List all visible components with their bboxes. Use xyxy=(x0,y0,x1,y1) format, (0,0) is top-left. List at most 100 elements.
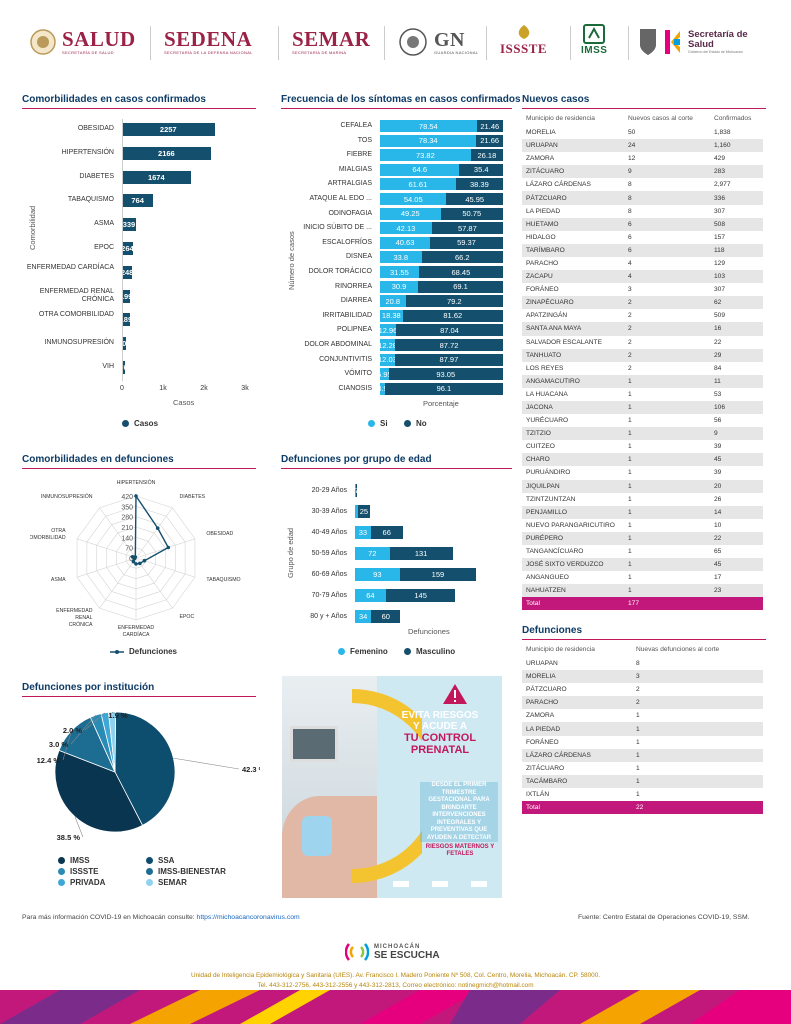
table-cell: PÁTZCUARO xyxy=(522,191,624,205)
bar-no: 57.87 xyxy=(431,222,503,235)
table-row: PENJAMILLO 1 14 xyxy=(522,505,763,519)
table-row: JIQUILPAN 1 20 xyxy=(522,479,763,493)
table-cell: ANGANGUEO xyxy=(526,574,569,582)
table-row: HIDALGO 6 157 xyxy=(522,231,763,244)
yellow-arc-icon xyxy=(351,689,422,883)
decorative-ribbon xyxy=(0,990,791,1024)
bar-yes: 42.13 xyxy=(380,222,432,235)
radar-point xyxy=(133,555,138,559)
age-legend-male[interactable]: Masculino xyxy=(404,647,455,656)
radar-category-label: EPOC xyxy=(179,614,194,620)
bar-yes: 64.6 xyxy=(380,163,460,176)
symptoms-legend-yes[interactable]: Si xyxy=(368,419,388,428)
table-cell: 129 xyxy=(714,259,726,267)
bar: 199 xyxy=(119,289,133,303)
table-cell: ZACAPU xyxy=(522,270,624,284)
age-legend-female[interactable]: Femenino xyxy=(338,647,388,656)
table-cell: PARACHO xyxy=(522,696,632,710)
table-cell: 2 xyxy=(636,686,640,694)
new-deaths-title: Defunciones xyxy=(522,625,583,636)
table-row: PÁTZCUARO 2 xyxy=(522,683,763,696)
michoacan-shield-icon xyxy=(640,29,656,55)
table-cell: 26 xyxy=(714,495,722,503)
table-cell: ZAMORA xyxy=(526,155,555,163)
category-label: ODINOFAGIA xyxy=(328,209,372,217)
symptoms-legend-no[interactable]: No xyxy=(404,419,427,428)
poster-logos xyxy=(382,878,498,890)
pie-value-label: 12.4 % xyxy=(37,756,61,765)
table-cell: LÁZARO CÁRDENAS xyxy=(526,181,591,189)
category-label: VÓMITO xyxy=(344,370,372,378)
table-row: SANTA ANA MAYA 2 16 xyxy=(522,322,763,336)
poster-photo xyxy=(282,676,377,898)
table-row: ANGAMACUTIRO 1 11 xyxy=(522,374,763,388)
sound-waves-icon xyxy=(345,943,369,961)
pie-slice xyxy=(114,711,176,826)
table-cell: 23 xyxy=(710,584,763,598)
pie-leader-line xyxy=(62,730,72,761)
table-cell: 1 xyxy=(628,548,632,556)
legend-item[interactable]: SSA xyxy=(146,856,256,865)
table-cell: 2 xyxy=(624,322,710,336)
issste-logo: ISSSTE xyxy=(500,24,547,60)
table-cell: 1 xyxy=(628,390,632,398)
table-row: ZINAPÉCUARO 2 62 xyxy=(522,296,763,310)
legend-item[interactable]: IMSS xyxy=(58,856,146,865)
bar-female: 33 xyxy=(355,526,371,539)
table-row: MORELIA 3 xyxy=(522,670,763,684)
table-cell: 1 xyxy=(624,558,710,572)
table-cell: PURUÁNDIRO xyxy=(526,469,571,477)
legend-item[interactable]: PRIVADA xyxy=(58,878,146,887)
table-cell: 1 xyxy=(624,400,710,415)
table-cell: 2 xyxy=(624,348,710,362)
table-row: LA PIEDAD 8 307 xyxy=(522,205,763,218)
table-row: ANGANGUEO 1 17 xyxy=(522,571,763,584)
table-cell: LA HUACANA xyxy=(526,390,568,398)
bar-no: 87.04 xyxy=(395,324,503,337)
table-row: ZITÁCUARO 1 xyxy=(522,762,763,775)
table-cell: 62 xyxy=(710,296,763,310)
info-link[interactable]: https://michoacancoronavirus.com xyxy=(196,914,300,921)
bar-no: 59.37 xyxy=(429,236,503,249)
category-label: INICIO SÚBITO DE ... xyxy=(303,224,372,232)
comorbidities-legend[interactable]: Casos xyxy=(122,419,158,428)
table-cell: 8 xyxy=(628,181,632,189)
source-note: Fuente: Centro Estatal de Operaciones CO… xyxy=(578,914,750,921)
table-cell: 8 xyxy=(628,207,632,215)
salud-logo: SALUD SECRETARÍA DE SALUD xyxy=(30,24,136,60)
legend-item[interactable]: SEMAR xyxy=(146,878,256,887)
salud-logo-icon xyxy=(431,881,448,887)
legend-item[interactable]: ISSSTE xyxy=(58,867,146,876)
category-label: MIALGIAS xyxy=(338,165,372,173)
category-label: POLIPNEA xyxy=(336,326,372,334)
legend-dot-icon xyxy=(146,868,153,875)
table-cell: IXTLÁN xyxy=(526,790,550,798)
michoacan-se-escucha-logo: MICHOACÁN SE ESCUCHA xyxy=(345,940,440,964)
k-mark-icon xyxy=(665,30,680,54)
category-label: 50-59 Años xyxy=(311,550,347,557)
table-row: HUETAMO 6 508 xyxy=(522,217,763,231)
legend-item[interactable]: IMSS-BIENESTAR xyxy=(146,867,256,876)
table-cell: 45 xyxy=(710,453,763,467)
table-cell: 1 xyxy=(628,417,632,425)
bar: 2257 xyxy=(122,123,215,136)
table-cell: 29 xyxy=(710,348,763,362)
gloved-hand-icon xyxy=(302,816,332,856)
contact-line: Tel. 443-312-2756, 443-312-2556 y 443-31… xyxy=(257,982,534,989)
table-cell: 6 xyxy=(624,217,710,231)
table-cell: 56 xyxy=(714,417,722,425)
table-cell: TACÁMBARO xyxy=(522,774,632,788)
category-label: RINORREA xyxy=(335,282,372,290)
comorb-deaths-legend[interactable]: Defunciones xyxy=(110,647,177,656)
table-row: ZITÁCUARO 9 283 xyxy=(522,165,763,179)
table-row: PURUÁNDIRO 1 39 xyxy=(522,466,763,479)
gn-logo: GN GUARDIA NACIONAL xyxy=(398,24,478,60)
table-cell: 1 xyxy=(624,531,710,545)
legend-dot-icon xyxy=(146,879,153,886)
radar-tick: 350 xyxy=(121,504,133,511)
table-cell: 11 xyxy=(710,374,763,388)
issste-emblem-icon xyxy=(518,25,529,39)
category-label: ASMA xyxy=(94,220,114,228)
table-cell: MORELIA xyxy=(526,129,556,137)
table-total-row: Total 177 xyxy=(522,597,763,611)
